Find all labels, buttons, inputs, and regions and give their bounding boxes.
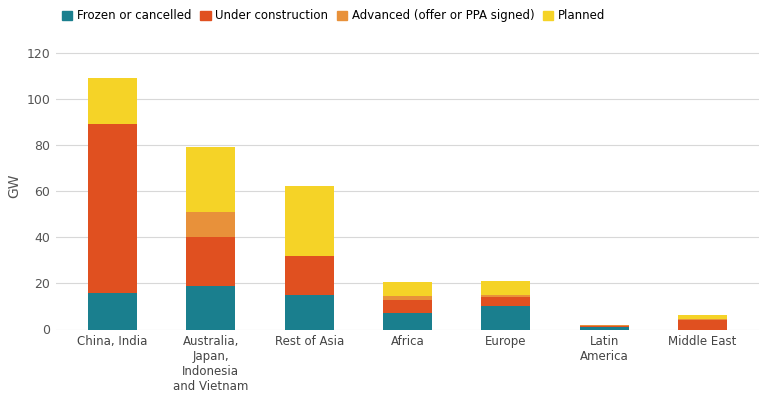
Bar: [678, 319, 727, 320]
Bar: [580, 326, 629, 327]
Y-axis label: GW: GW: [7, 173, 21, 198]
Bar: [678, 320, 727, 330]
Bar: [383, 300, 432, 313]
Bar: [580, 327, 629, 330]
Bar: [186, 237, 235, 286]
Bar: [678, 314, 727, 319]
Bar: [383, 313, 432, 330]
Bar: [88, 124, 137, 292]
Bar: [580, 325, 629, 326]
Bar: [481, 306, 530, 330]
Bar: [481, 281, 530, 295]
Bar: [383, 282, 432, 296]
Bar: [88, 292, 137, 330]
Bar: [88, 78, 137, 124]
Bar: [481, 295, 530, 297]
Legend: Frozen or cancelled, Under construction, Advanced (offer or PPA signed), Planned: Frozen or cancelled, Under construction,…: [62, 10, 605, 22]
Bar: [285, 295, 334, 330]
Bar: [285, 186, 334, 256]
Bar: [383, 296, 432, 300]
Bar: [186, 147, 235, 212]
Bar: [481, 297, 530, 306]
Bar: [186, 212, 235, 237]
Bar: [186, 286, 235, 330]
Bar: [285, 256, 334, 295]
